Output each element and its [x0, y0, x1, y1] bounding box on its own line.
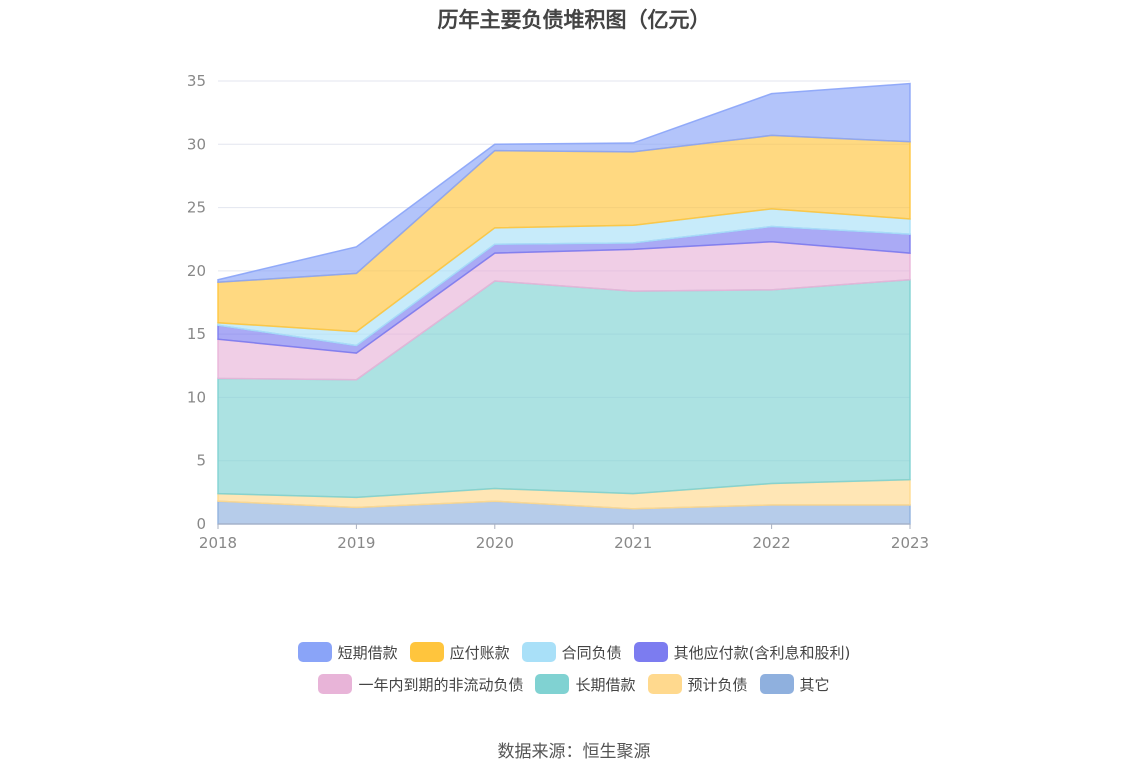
y-tick-label: 10: [187, 388, 206, 406]
y-tick-label: 25: [187, 199, 206, 217]
legend: 短期借款 应付账款 合同负债 其他应付款(含利息和股利) 一年内到期的非流动负债 长期借款…: [0, 636, 1148, 700]
legend-label: 预计负债: [687, 675, 748, 694]
legend-row: 一年内到期的非流动负债 长期借款 预计负债 其它: [0, 668, 1148, 700]
legend-swatch: [633, 642, 668, 662]
area-短期借款[interactable]: [217, 82, 911, 284]
legend-label: 短期借款: [337, 643, 398, 662]
y-tick-label: 30: [187, 135, 206, 153]
x-tick-label: 2021: [614, 534, 652, 552]
legend-swatch: [759, 674, 794, 694]
x-tick-label: 2023: [891, 534, 929, 552]
x-tick-label: 2018: [199, 534, 237, 552]
legend-item[interactable]: 应付账款: [409, 642, 510, 663]
legend-label: 一年内到期的非流动负债: [358, 675, 524, 694]
y-tick-label: 20: [187, 262, 206, 280]
stacked-area-chart: 0 5 10 15 20 25 30 35 2018 2019 2020 2021 2022 2023: [187, 72, 929, 552]
legend-label: 其他应付款(含利息和股利): [673, 643, 851, 662]
legend-item[interactable]: 一年内到期的非流动负债: [318, 674, 523, 695]
legend-swatch: [647, 674, 682, 694]
legend-swatch: [521, 642, 556, 662]
legend-item[interactable]: 长期借款: [535, 674, 636, 695]
x-tick-label: 2020: [476, 534, 514, 552]
chart-title: 历年主要负债堆积图（亿元）: [437, 8, 711, 32]
area-series: [217, 82, 911, 525]
legend-item[interactable]: 其它: [759, 674, 830, 695]
y-tick-label: 0: [196, 515, 206, 533]
legend-label: 其它: [799, 675, 830, 694]
legend-swatch: [318, 674, 353, 694]
legend-item[interactable]: 合同负债: [521, 642, 622, 663]
y-tick-label: 5: [196, 452, 206, 470]
legend-label: 合同负债: [561, 643, 622, 662]
legend-item[interactable]: 短期借款: [297, 642, 398, 663]
y-tick-label: 35: [187, 72, 206, 90]
data-source-note: 数据来源：恒生聚源: [497, 742, 651, 762]
x-tick-label: 2022: [753, 534, 791, 552]
legend-swatch: [535, 674, 570, 694]
legend-label: 长期借款: [575, 675, 636, 694]
legend-row: 短期借款 应付账款 合同负债 其他应付款(含利息和股利): [0, 636, 1148, 668]
x-tick-label: 2019: [337, 534, 375, 552]
legend-swatch: [409, 642, 444, 662]
axes: 0 5 10 15 20 25 30 35 2018 2019 2020 2021 2022 2023: [187, 72, 929, 552]
legend-swatch: [297, 642, 332, 662]
legend-item[interactable]: 其他应付款(含利息和股利): [633, 642, 851, 663]
legend-item[interactable]: 预计负债: [647, 674, 748, 695]
legend-label: 应付账款: [449, 643, 510, 662]
y-tick-label: 15: [187, 325, 206, 343]
